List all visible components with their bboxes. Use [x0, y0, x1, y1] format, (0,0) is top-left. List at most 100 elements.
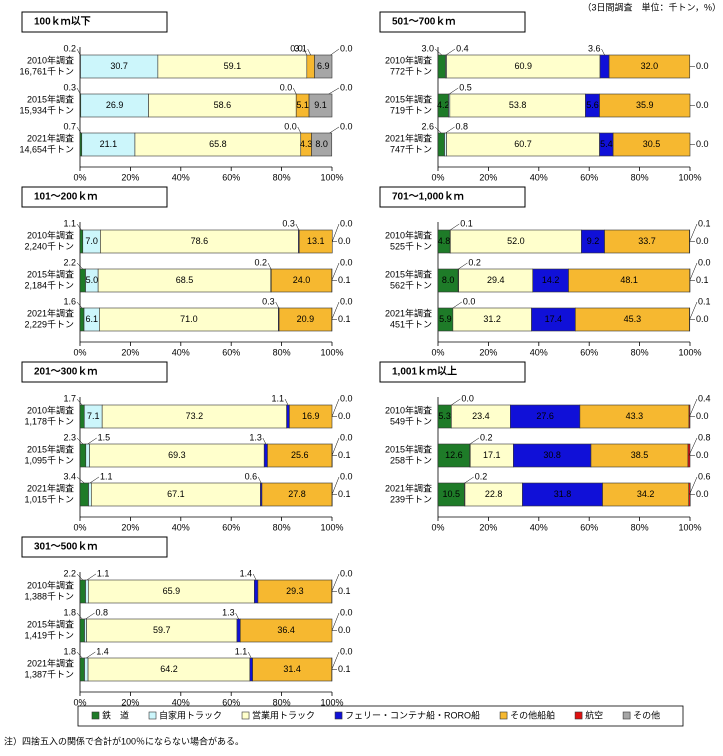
- leader-line: [257, 476, 262, 484]
- x-tick-label: 20%: [121, 347, 139, 357]
- x-tick-label: 20%: [121, 697, 139, 707]
- value-label: 3.0: [421, 43, 434, 53]
- bar-segment: [286, 404, 290, 429]
- x-tick-label: 80%: [273, 347, 291, 357]
- value-label: 17.4: [545, 314, 563, 324]
- leader-line: [86, 573, 97, 581]
- x-tick-label: 0%: [73, 347, 86, 357]
- value-label: 7.1: [87, 411, 100, 421]
- category-total: 549千トン: [390, 416, 432, 426]
- x-tick-label: 60%: [222, 347, 240, 357]
- x-tick-label: 40%: [172, 522, 190, 532]
- x-tick-label: 100%: [320, 697, 343, 707]
- leader-line: [434, 48, 442, 56]
- value-label: 0.0: [338, 236, 351, 246]
- bar-segment: [308, 93, 333, 118]
- category-label: 2015年調査: [385, 268, 432, 279]
- value-label: 0.2: [475, 471, 488, 481]
- value-label: 1.3: [222, 607, 235, 617]
- title-box: [21, 186, 168, 208]
- x-tick-label: 60%: [580, 347, 598, 357]
- value-label: 52.0: [507, 236, 525, 246]
- value-label: 0.2: [255, 257, 268, 267]
- value-label: 35.9: [636, 100, 654, 110]
- legend-label: 航空: [585, 709, 603, 720]
- value-label: 68.5: [176, 275, 194, 285]
- value-label: 65.8: [209, 139, 227, 149]
- value-label: 0.0: [340, 296, 353, 306]
- leader-line: [76, 126, 82, 134]
- value-label: 21.1: [100, 139, 118, 149]
- value-label: 17.1: [483, 450, 501, 460]
- leader-line: [331, 437, 340, 456]
- leader-line: [331, 262, 340, 281]
- value-label: 4.8: [438, 236, 451, 246]
- value-label: 8.0: [442, 275, 455, 285]
- leader-line: [87, 437, 97, 445]
- leader-line: [464, 476, 474, 484]
- bar-segment: [437, 54, 446, 79]
- leader-line: [284, 398, 289, 406]
- bar-segment: [298, 229, 333, 254]
- category-total: 525千トン: [390, 241, 432, 251]
- category-label: 2010年調査: [385, 229, 432, 240]
- value-label: 0.0: [696, 411, 709, 421]
- title-box: [379, 186, 526, 208]
- value-label: 0.0: [340, 43, 353, 53]
- leader-line: [248, 651, 252, 659]
- value-label: 48.1: [620, 275, 638, 285]
- value-label: 0.0: [340, 568, 353, 578]
- value-label: 0.0: [340, 121, 353, 131]
- leader-line: [267, 262, 272, 270]
- leader-line: [235, 612, 239, 620]
- value-label: 0.0: [340, 646, 353, 656]
- legend-swatch: [574, 711, 583, 720]
- bar-segment: [249, 657, 253, 682]
- value-label: 0.1: [338, 314, 351, 324]
- value-label: 0.3: [63, 82, 76, 92]
- bar-segment: [79, 307, 85, 332]
- bar-segment: [263, 443, 268, 468]
- value-label: 23.4: [472, 411, 490, 421]
- value-label: 2.2: [63, 257, 76, 267]
- category-total: 1,388千トン: [24, 591, 74, 601]
- value-label: 0.0: [280, 82, 293, 92]
- value-label: 0.1: [338, 450, 351, 460]
- value-label: 32.0: [641, 61, 659, 71]
- value-label: 10.5: [442, 489, 460, 499]
- x-tick-label: 60%: [222, 697, 240, 707]
- value-label: 30.5: [643, 139, 661, 149]
- leader-line: [76, 476, 85, 484]
- value-label: 0.0: [696, 100, 709, 110]
- value-label: 31.8: [554, 489, 572, 499]
- x-tick-label: 0%: [73, 697, 86, 707]
- leader-line: [331, 476, 340, 495]
- value-label: 5.1: [296, 100, 309, 110]
- value-label: 58.6: [214, 100, 232, 110]
- category-label: 2010年調査: [27, 579, 74, 590]
- bar-segment: [437, 132, 445, 157]
- leader-line: [331, 301, 340, 320]
- value-label: 1.8: [63, 607, 76, 617]
- units-note: （3日間調査 単位：千トン，%）: [582, 1, 721, 12]
- x-tick-label: 0%: [73, 522, 86, 532]
- value-label: 0.0: [696, 450, 709, 460]
- value-label: 1.1: [97, 568, 110, 578]
- category-label: 2015年調査: [27, 93, 74, 104]
- category-total: 2,184千トン: [24, 280, 74, 290]
- title-box: [379, 11, 526, 33]
- x-tick-label: 100%: [678, 172, 701, 182]
- bar-segment: [599, 54, 610, 79]
- value-label: 0.5: [459, 82, 472, 92]
- value-label: 13.1: [307, 236, 325, 246]
- value-label: 60.7: [514, 139, 532, 149]
- bar-segment: [79, 579, 86, 604]
- x-tick-label: 60%: [222, 522, 240, 532]
- value-label: 69.3: [168, 450, 186, 460]
- value-label: 0.1: [338, 275, 351, 285]
- category-total: 451千トン: [390, 319, 432, 329]
- value-label: 6.9: [317, 61, 330, 71]
- value-label: 0.8: [96, 607, 109, 617]
- bar-segment: [79, 443, 87, 468]
